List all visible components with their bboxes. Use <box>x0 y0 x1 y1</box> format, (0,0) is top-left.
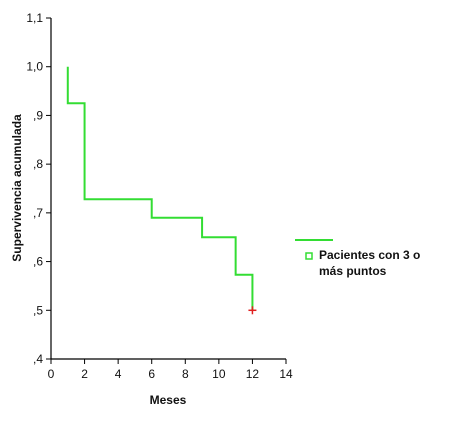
series-layer <box>66 66 254 311</box>
y-tick-label: ,9 <box>33 108 43 122</box>
censor-mark <box>248 306 257 315</box>
y-tick-label: ,5 <box>33 303 43 317</box>
ticks: 0 2 4 6 8 10 12 14 ,4 ,5 ,6 ,7 ,8 ,9 1,0 1,1 <box>26 11 293 381</box>
axes <box>50 18 286 360</box>
x-tick-label: 2 <box>81 367 88 381</box>
y-tick-label: ,7 <box>33 206 43 220</box>
x-axis-title: Meses <box>150 393 187 407</box>
x-tick-label: 0 <box>48 367 55 381</box>
y-tick-label: ,8 <box>33 157 43 171</box>
y-tick-label: 1,1 <box>26 11 43 25</box>
y-tick-label: ,6 <box>33 255 43 269</box>
x-tick-label: 10 <box>212 367 226 381</box>
y-axis-title: Supervivencia acumulada <box>10 114 24 262</box>
y-tick-label: ,4 <box>33 352 43 366</box>
y-tick-label: 1,0 <box>26 60 43 74</box>
legend-label-line1: Pacientes con 3 o <box>319 248 420 262</box>
legend-label-line2: más puntos <box>319 264 387 278</box>
x-tick-label: 12 <box>246 367 260 381</box>
x-tick-label: 14 <box>279 367 293 381</box>
survival-step-line <box>66 66 254 311</box>
x-tick-label: 6 <box>148 367 155 381</box>
legend-marker <box>305 252 313 260</box>
censor-layer <box>248 306 257 315</box>
x-tick-label: 8 <box>182 367 189 381</box>
x-tick-label: 4 <box>115 367 122 381</box>
legend: Pacientes con 3 o más puntos <box>295 239 420 278</box>
